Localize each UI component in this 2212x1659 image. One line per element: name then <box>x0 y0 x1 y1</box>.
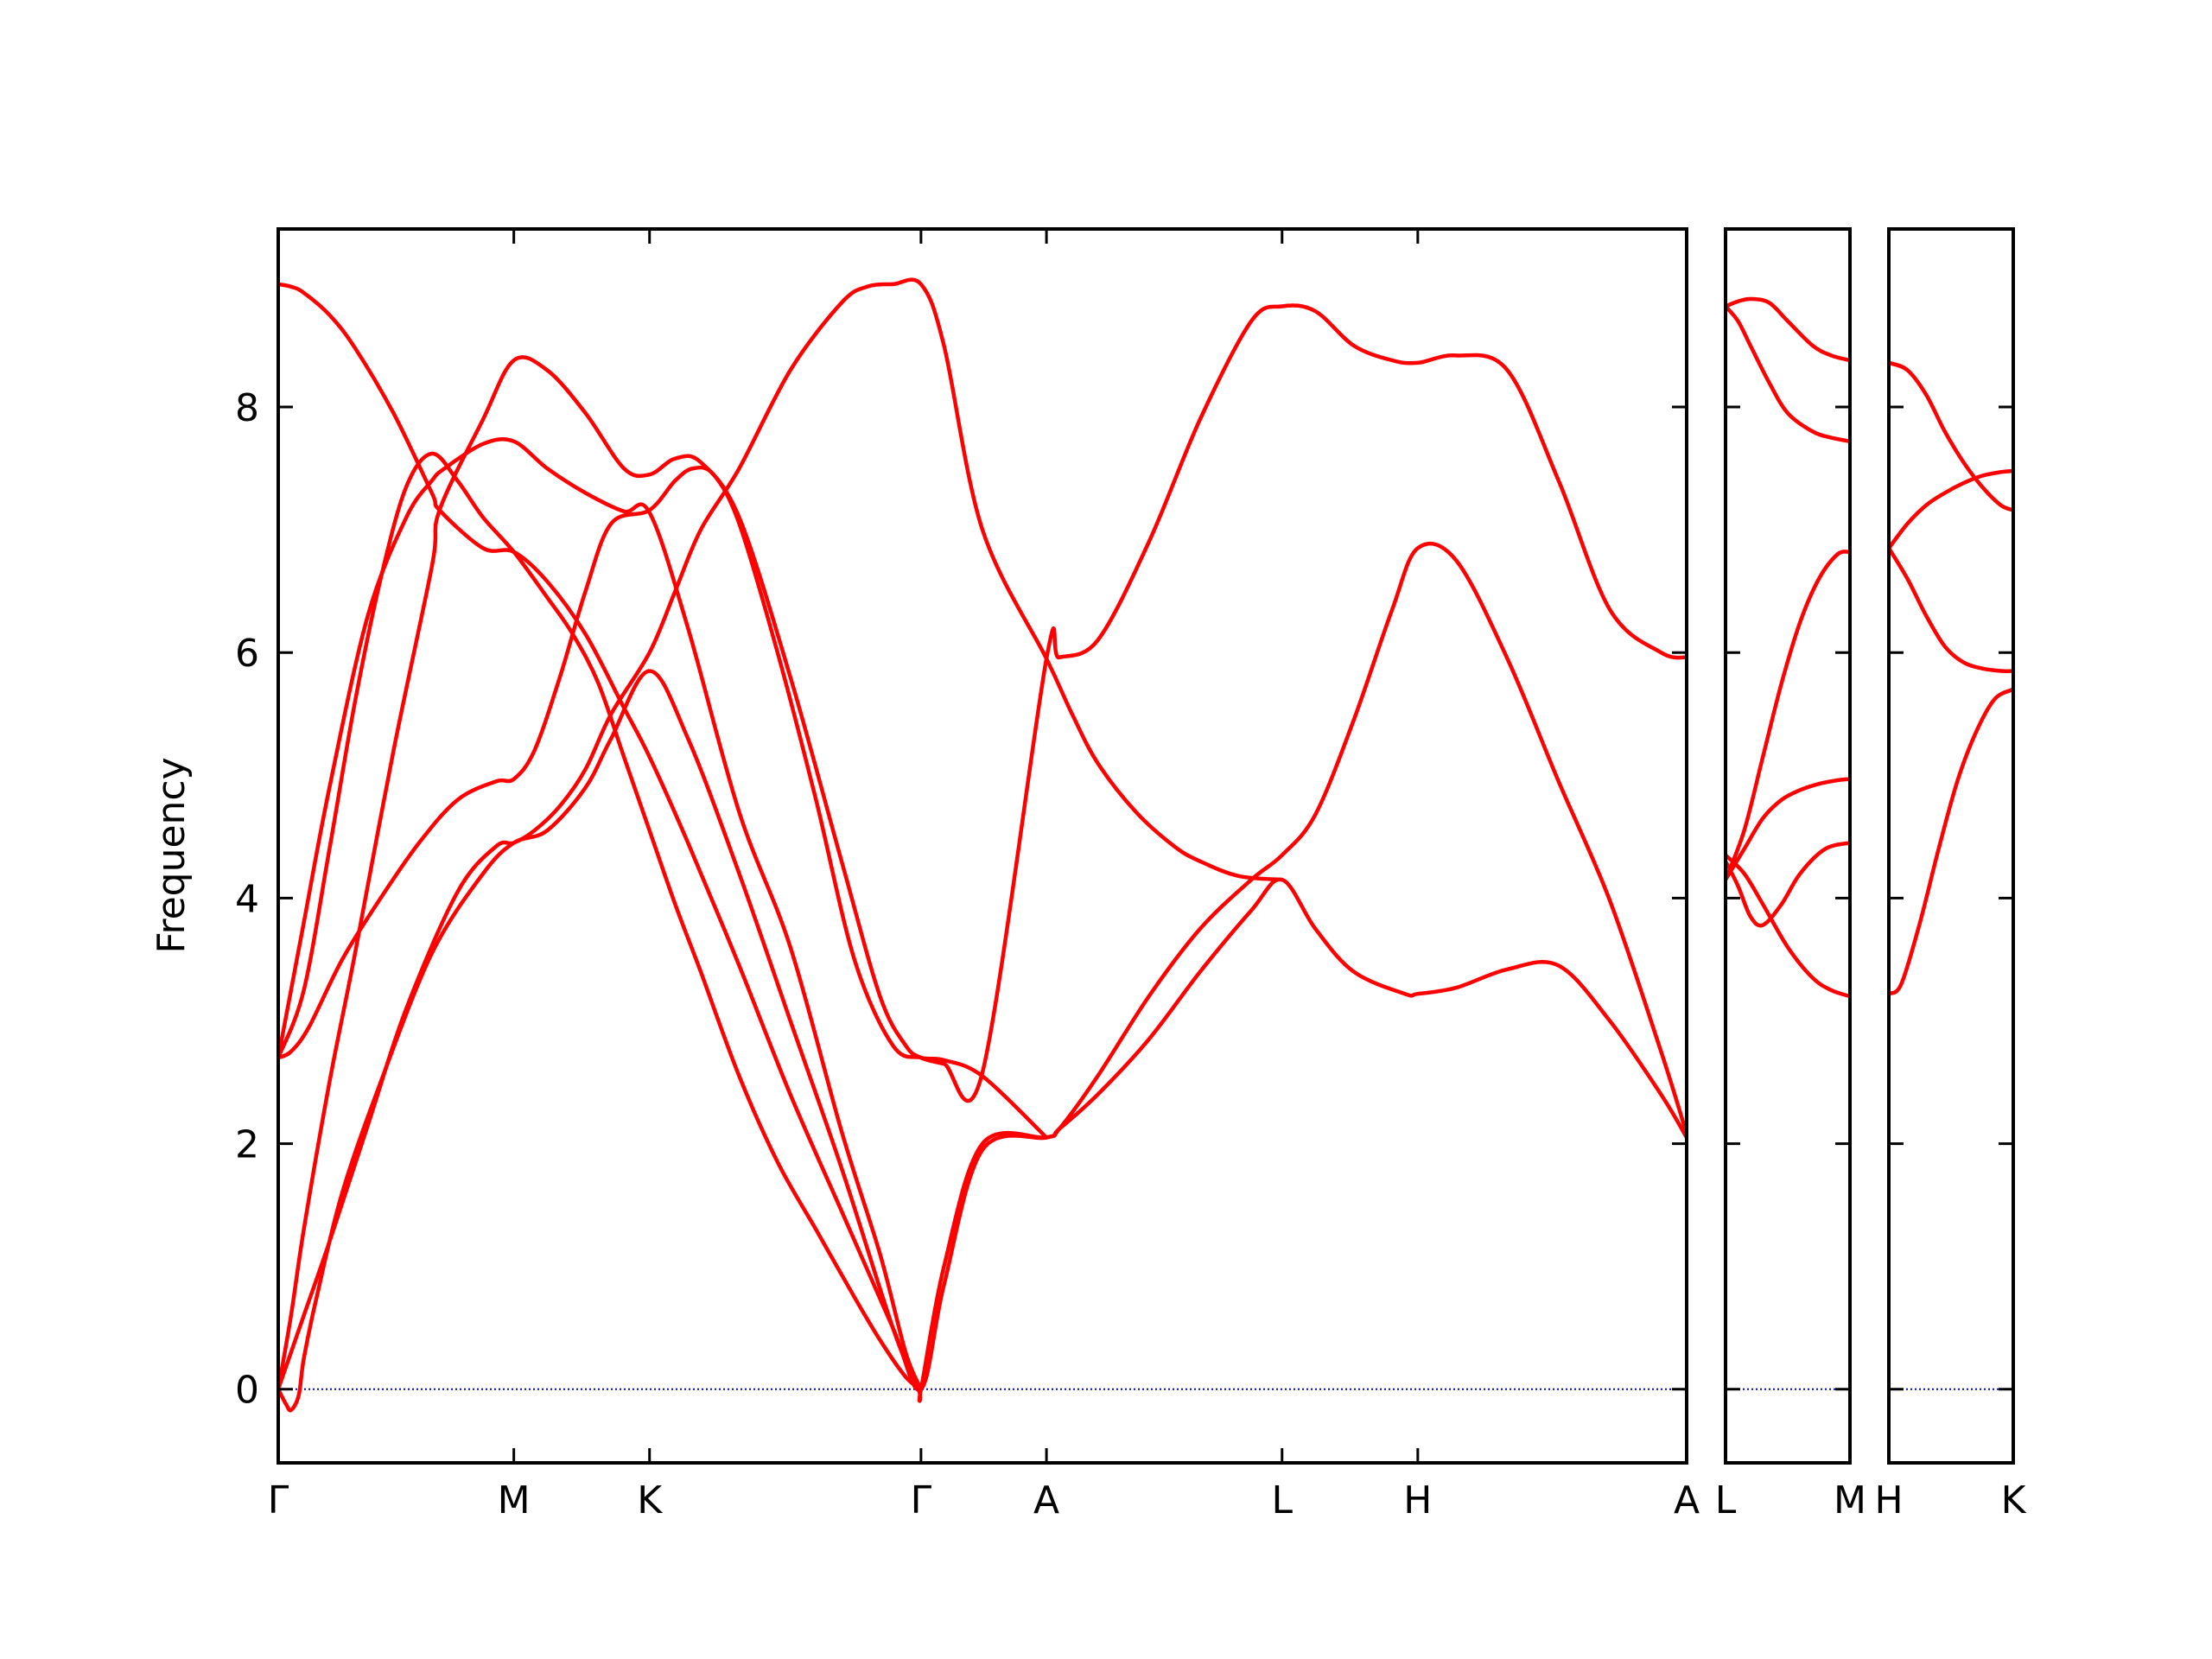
x-tick-label: K <box>2001 1478 2027 1522</box>
y-tick-label: 6 <box>235 632 259 676</box>
band-line-2 <box>278 303 1687 1391</box>
panel-1: 0 2 4 6 8 Γ M K Γ A L H A <box>235 227 1700 1522</box>
x-tick-label: H <box>1403 1478 1432 1522</box>
x-tick-label: M <box>498 1478 531 1522</box>
x-tick-label: M <box>1834 1478 1866 1522</box>
bands <box>278 277 1687 1413</box>
bands <box>1726 296 1850 999</box>
x-tick-label: A <box>1674 1478 1700 1522</box>
y-tick-label: 8 <box>235 386 259 430</box>
band-line-1 <box>278 282 1687 1392</box>
x-tick-label: L <box>1715 1478 1737 1522</box>
panel-frame <box>276 227 1688 1465</box>
band-line-1 <box>1889 360 2013 512</box>
y-tick-label: 0 <box>235 1369 259 1413</box>
band-line-4 <box>278 277 1284 1391</box>
band-line-5 <box>1726 777 1850 882</box>
band-line-6 <box>278 451 924 1391</box>
x-tick-label: H <box>1874 1478 1903 1522</box>
band-line-3 <box>1726 853 1850 999</box>
panel-frame <box>1887 227 2015 1465</box>
band-line-4 <box>1889 687 2013 996</box>
band-line-2 <box>1726 304 1850 444</box>
y-tick-label: 2 <box>235 1123 259 1167</box>
band-line-2 <box>1889 468 2013 550</box>
y-tick-label: 4 <box>235 877 259 921</box>
x-tick-label: K <box>637 1478 663 1522</box>
x-tick-label: Γ <box>268 1478 289 1522</box>
y-axis-label: Frequency <box>149 757 194 953</box>
band-line-3 <box>1889 546 2013 673</box>
panel-frame <box>1724 227 1852 1465</box>
x-tick-label: L <box>1271 1478 1293 1522</box>
x-tick-label: A <box>1033 1478 1059 1522</box>
band-line-7 <box>278 437 924 1391</box>
band-line-4 <box>1726 841 1850 928</box>
band-line-1 <box>1726 296 1850 363</box>
x-tick-label: Γ <box>911 1478 932 1522</box>
band-line-6 <box>1726 550 1850 882</box>
bands <box>1889 360 2013 996</box>
